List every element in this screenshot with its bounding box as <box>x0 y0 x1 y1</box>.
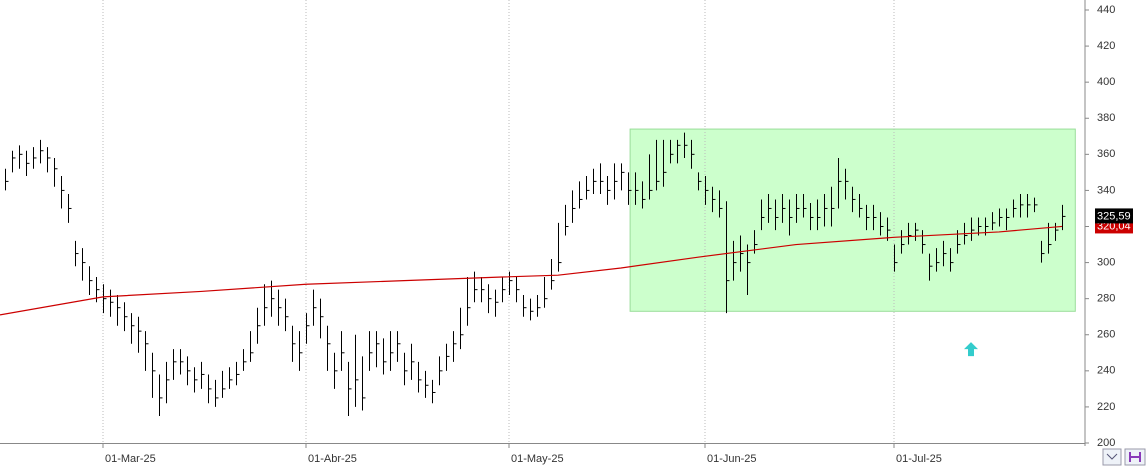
x-tick-label: 01-Mar-25 <box>105 453 156 465</box>
toolbar-icon <box>1129 452 1141 462</box>
y-tick-label: 380 <box>1097 112 1115 124</box>
arrow-marker <box>964 342 978 357</box>
y-tick-label: 420 <box>1097 40 1115 52</box>
price-last-box <box>1095 208 1133 224</box>
y-tick-label: 200 <box>1097 437 1115 449</box>
highlight-zone <box>629 128 1076 312</box>
x-tick-label: 01-Abr-25 <box>308 453 357 465</box>
price-last-label: 325,59 <box>1097 210 1131 222</box>
toolbar-button[interactable] <box>1102 448 1122 466</box>
y-tick-label: 220 <box>1097 401 1115 413</box>
toolbar-icon <box>1106 453 1118 460</box>
x-tick-label: 01-Jun-25 <box>707 453 757 465</box>
x-tick-label: 01-Jul-25 <box>896 453 942 465</box>
y-tick-label: 280 <box>1097 293 1115 305</box>
y-tick-label: 260 <box>1097 329 1115 341</box>
y-tick-label: 340 <box>1097 184 1115 196</box>
y-tick-label: 400 <box>1097 76 1115 88</box>
moving-average <box>0 225 1063 316</box>
y-tick-label: 240 <box>1097 365 1115 377</box>
y-tick-label: 300 <box>1097 256 1115 268</box>
y-tick-label: 440 <box>1097 4 1115 16</box>
x-tick-label: 01-May-25 <box>511 453 564 465</box>
y-tick-label: 360 <box>1097 148 1115 160</box>
